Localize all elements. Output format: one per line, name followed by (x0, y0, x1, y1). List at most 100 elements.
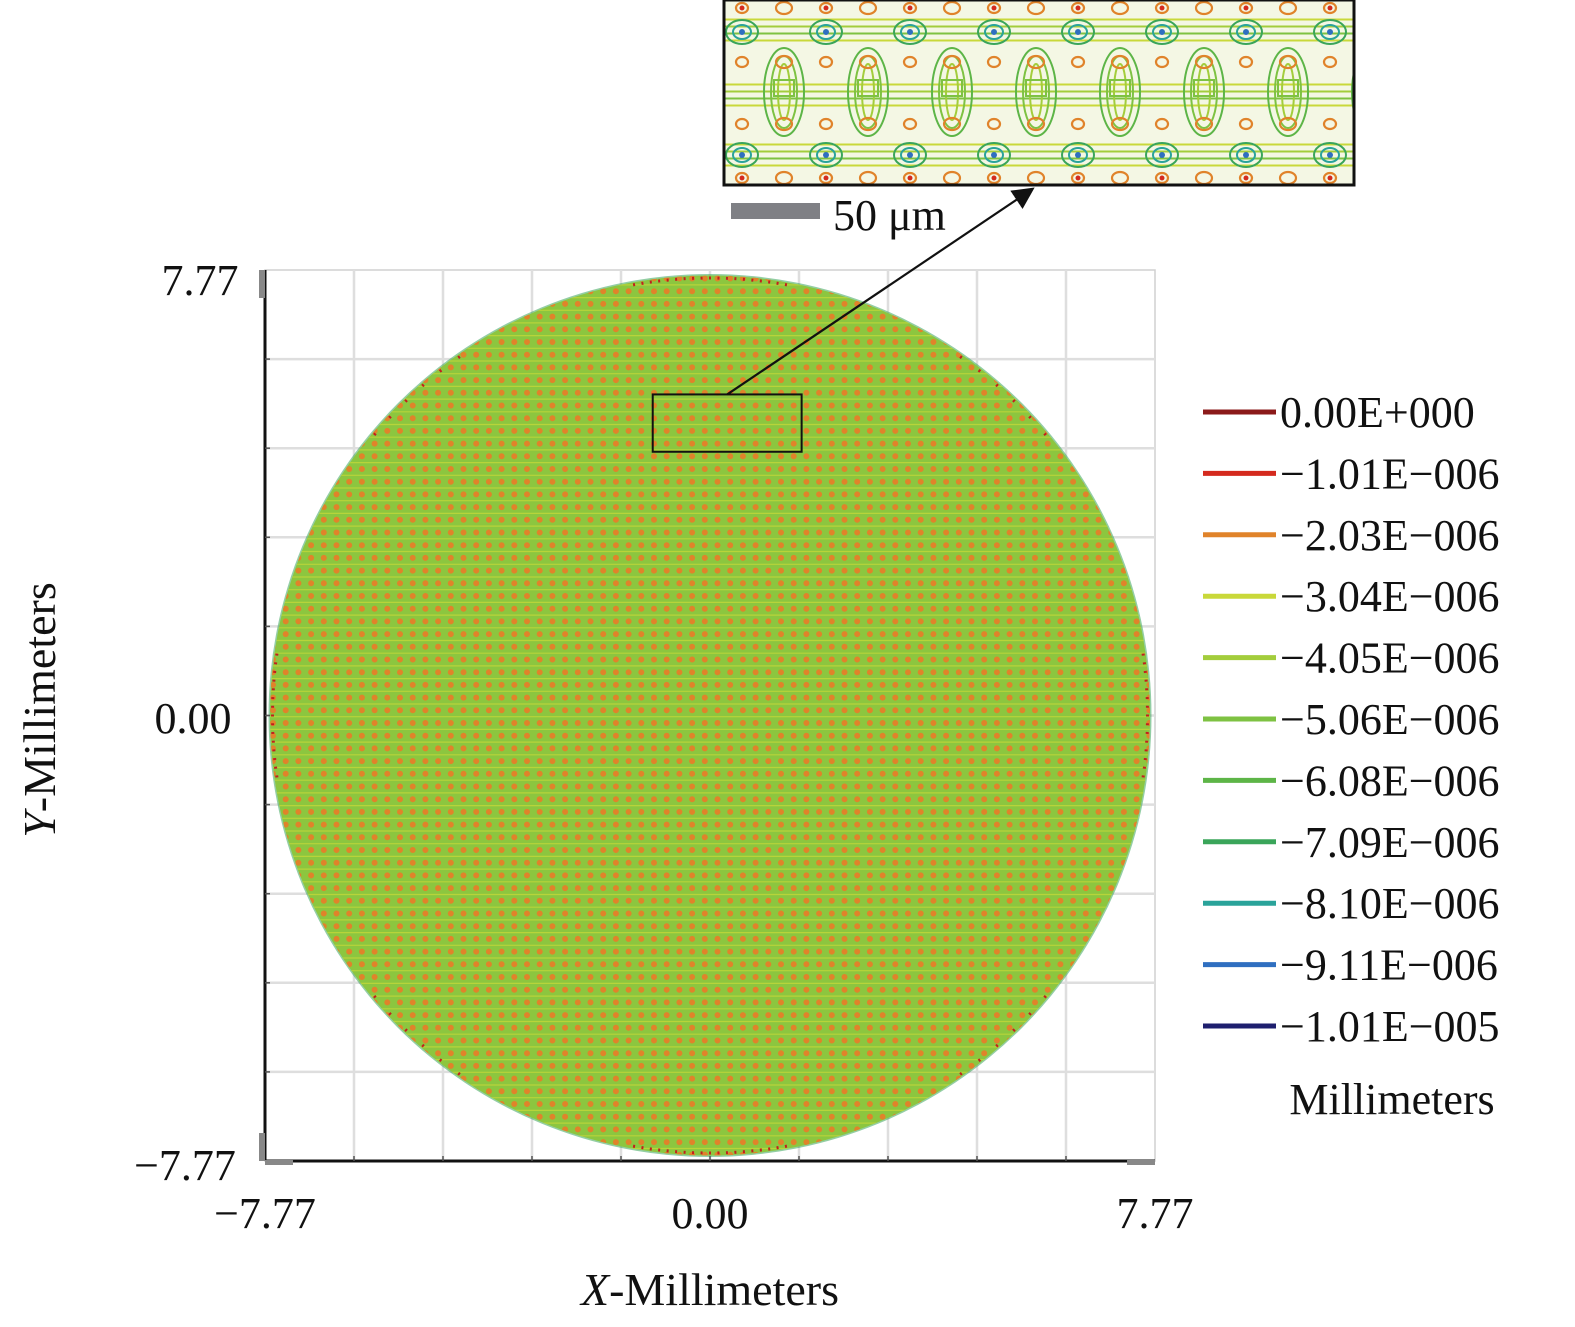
inset-oval-contour (1099, 47, 1141, 137)
zoom-leader-arrow (726, 187, 1035, 396)
inset-peak-core (1243, 5, 1249, 11)
inset-inner-contour (1193, 79, 1215, 97)
inset-peak-contour (986, 171, 1002, 185)
inset-node-ring (1398, 143, 1430, 167)
inset-node-ring (984, 24, 1004, 40)
inset-peak-contour (1448, 118, 1464, 130)
legend-label: −8.10E−006 (1280, 879, 1500, 928)
inset-peak-contour (1408, 57, 1420, 67)
inset-peak-contour (1322, 55, 1338, 69)
inset-oval-contour (1015, 47, 1057, 137)
inset-node-core (907, 152, 913, 158)
inset-node-core (1075, 152, 1081, 158)
inset-peak-contour (734, 1, 750, 15)
inset-oval-contour (1183, 47, 1225, 137)
x-axis-title-var: X (579, 1264, 611, 1315)
inset-node-ring (809, 142, 843, 168)
inset-peak-contour (1278, 54, 1298, 70)
x-tick-label-middle: 0.00 (672, 1189, 749, 1238)
y-axis-title: Y-Millimeters (14, 582, 65, 838)
inset-peak-core (823, 175, 829, 181)
inset-node-ring (1068, 147, 1088, 163)
inset-peak-contour (818, 1, 834, 15)
inset-peak-core (739, 5, 745, 11)
inset-node-core (1327, 29, 1333, 35)
inset-oval-contour (1443, 56, 1469, 128)
inset-node-core (823, 29, 829, 35)
inset-node-core (991, 29, 997, 35)
inset-oval-contour (1197, 63, 1211, 121)
inset-node-ring (1236, 24, 1256, 40)
inset-node-core (1243, 29, 1249, 35)
inset-oval-contour (763, 47, 805, 137)
scale-bar (731, 203, 820, 219)
inset-peak-core (1243, 175, 1249, 181)
inset-peak-contour (1408, 3, 1420, 13)
legend-label: −4.05E−006 (1280, 634, 1500, 683)
inset-peak-contour (1194, 0, 1214, 16)
inset-peak-contour (1238, 55, 1254, 69)
y-axis-title-rest: -Millimeters (14, 582, 65, 812)
inset-node-ring (1061, 19, 1095, 45)
zoom-inset (722, 0, 1469, 187)
inset-node-ring (984, 147, 1004, 163)
inset-node-ring (893, 142, 927, 168)
inset-inner-contour (1362, 80, 1382, 96)
legend-label: −6.08E−006 (1280, 756, 1500, 805)
x-axis-right-marker (1127, 1160, 1155, 1165)
inset-node-ring (1236, 147, 1256, 163)
inset-peak-core (739, 175, 745, 181)
legend-unit-label: Millimeters (1289, 1075, 1494, 1124)
inset-peak-core (823, 5, 829, 11)
legend-label: 0.00E+000 (1280, 388, 1475, 437)
inset-peak-contour (986, 117, 1002, 131)
inset-node-core (1159, 152, 1165, 158)
inset-node-ring (1320, 24, 1340, 40)
inset-node-ring (732, 147, 752, 163)
inset-border (722, 0, 1356, 187)
inset-peak-contour (902, 55, 918, 69)
inset-peak-contour (818, 55, 834, 69)
x-tick-label-left: −7.77 (214, 1189, 316, 1238)
inset-node-ring (1405, 148, 1423, 162)
inset-peak-contour (1408, 119, 1420, 129)
plot-area (259, 269, 1156, 1165)
inset-node-ring (1068, 24, 1088, 40)
inset-peak-contour (1070, 1, 1086, 15)
inset-peak-contour (1154, 171, 1170, 185)
inset-node-ring (1145, 142, 1179, 168)
inset-node-ring (1061, 142, 1095, 168)
inset-peak-contour (902, 117, 918, 131)
inset-oval-contour (1113, 63, 1127, 121)
inset-peak-contour (942, 0, 962, 16)
inset-node-ring (977, 142, 1011, 168)
legend-label: −5.06E−006 (1280, 695, 1500, 744)
inset-peak-contour (1448, 56, 1464, 68)
inset-oval-contour (847, 47, 889, 137)
inset-peak-contour (1322, 1, 1338, 15)
inset-inner-contour (941, 79, 963, 97)
inset-peak-contour (774, 0, 794, 16)
y-axis-bottom-marker (259, 1133, 265, 1161)
inset-node-core (1411, 29, 1417, 35)
y-tick-label-middle: 0.00 (155, 694, 232, 743)
inset-node-ring (725, 19, 759, 45)
inset-peak-contour (1026, 54, 1046, 70)
inset-peak-contour (902, 1, 918, 15)
scale-bar-label: 50 μm (833, 191, 946, 240)
inset-node-ring (1398, 20, 1430, 44)
inset-peak-contour (1238, 1, 1254, 15)
inset-peak-contour (986, 1, 1002, 15)
inset-peak-contour (902, 171, 918, 185)
inset-peak-contour (858, 0, 878, 16)
inset-oval-contour (1366, 64, 1378, 120)
inset-inner-contour (1446, 80, 1466, 96)
inset-peak-core (1075, 175, 1081, 181)
legend-label: −1.01E−006 (1280, 449, 1500, 498)
inset-peak-contour (858, 116, 878, 132)
inset-peak-contour (1154, 1, 1170, 15)
inset-peak-contour (1408, 173, 1420, 183)
inset-peak-contour (1364, 56, 1380, 68)
inset-peak-core (907, 5, 913, 11)
